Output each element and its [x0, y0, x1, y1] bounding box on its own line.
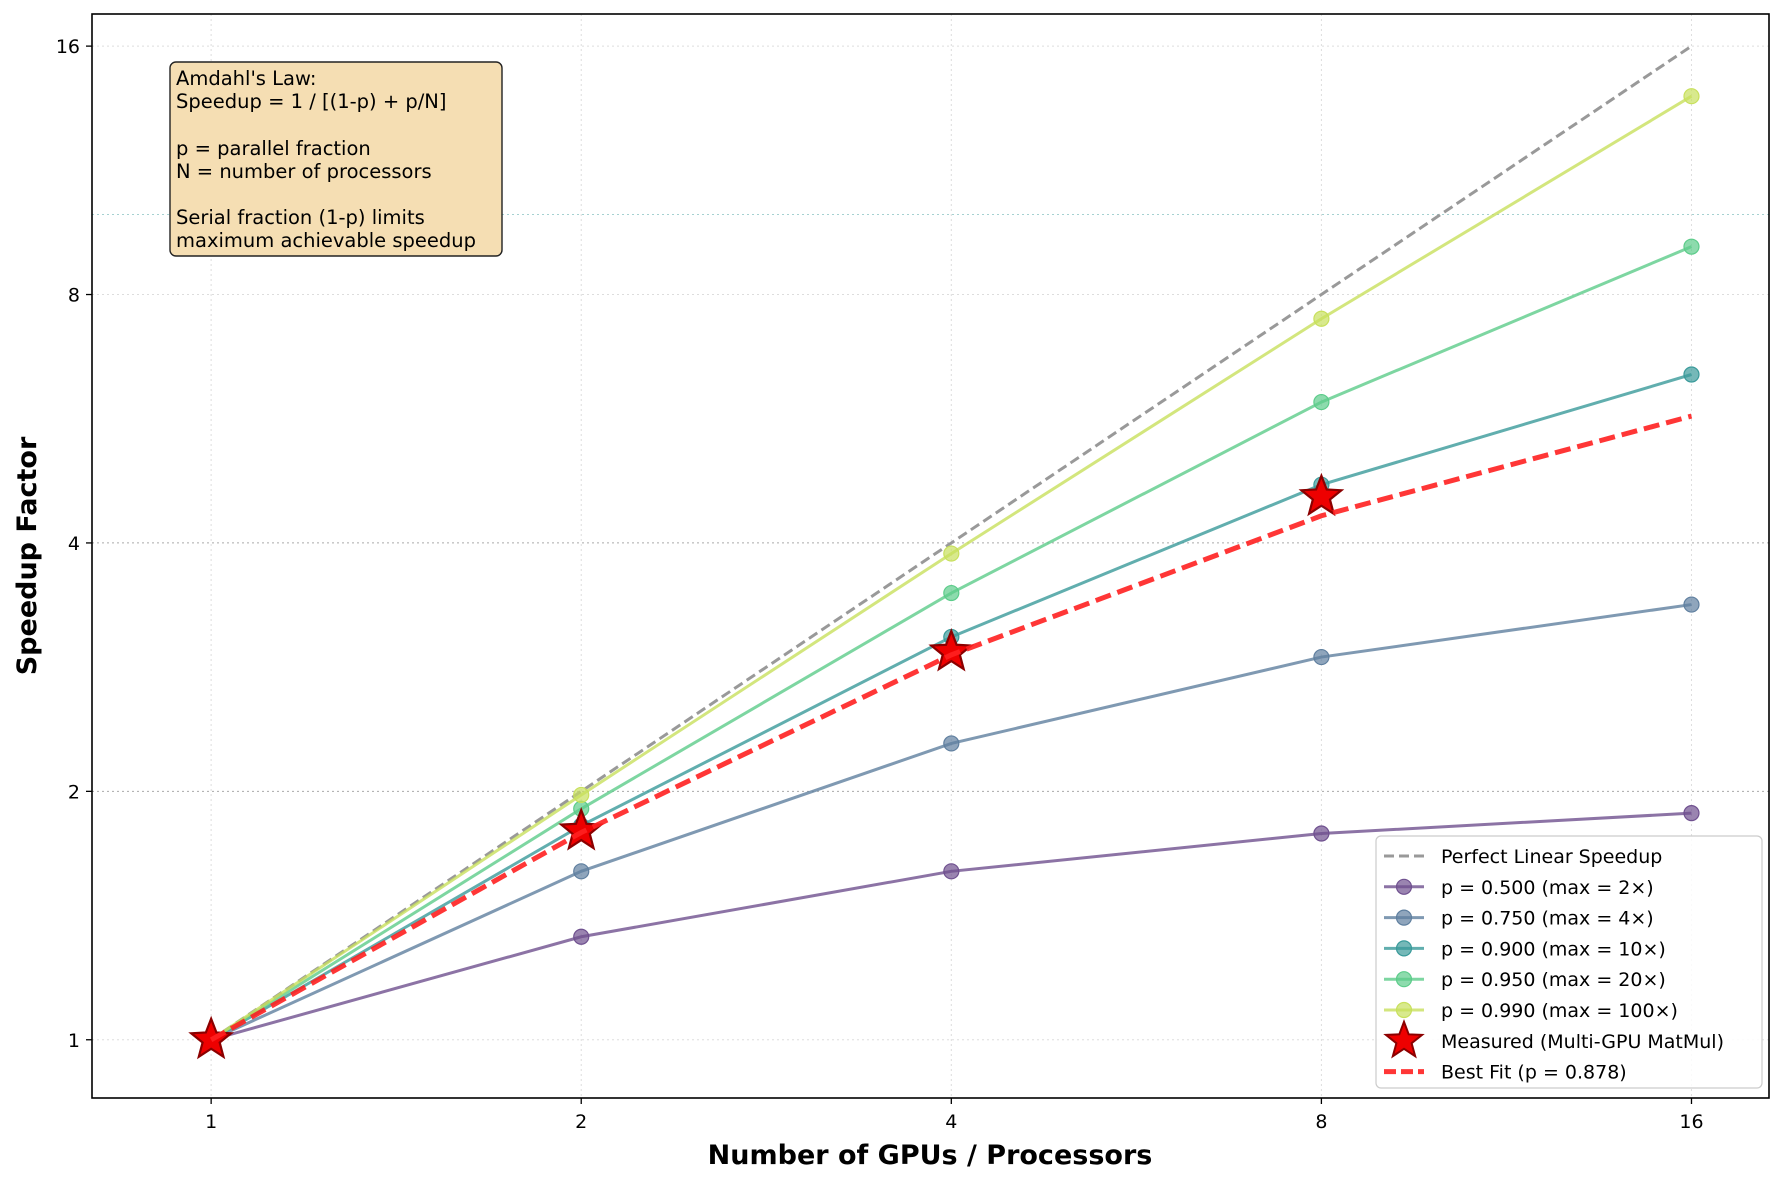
legend-swatch-star	[1383, 1018, 1425, 1059]
data-point-s3-4	[1683, 366, 1700, 383]
legend-swatch-marker-2	[1395, 909, 1413, 926]
legend-label-0: Perfect Linear Speedup	[1441, 846, 1662, 868]
legend-item-4: p = 0.950 (max = 20×)	[1384, 969, 1666, 991]
legend-label-1: p = 0.500 (max = 2×)	[1441, 877, 1654, 899]
legend-item-5: p = 0.990 (max = 100×)	[1384, 1000, 1678, 1022]
legend-item-0: Perfect Linear Speedup	[1384, 846, 1662, 868]
series-7	[209, 413, 1693, 1042]
x-tick-label-4: 4	[945, 1111, 957, 1133]
plot-frame	[91, 13, 1770, 1099]
data-point-s5-1	[573, 786, 590, 804]
legend-label-5: p = 0.990 (max = 100×)	[1441, 1000, 1678, 1022]
data-point-s5-2	[943, 545, 960, 562]
data-point-s2-2	[943, 735, 960, 752]
series-0	[210, 44, 1693, 1042]
data-point-s1-1	[573, 928, 590, 945]
annotation-line-7: Serial fraction (1-p) limits	[176, 206, 425, 229]
measured-star-3	[1298, 472, 1345, 517]
legend-item-3: p = 0.900 (max = 10×)	[1384, 938, 1666, 960]
x-tick-label-16: 16	[1679, 1111, 1703, 1133]
y-tick-label-8: 8	[68, 285, 80, 307]
legend-label-2: p = 0.750 (max = 4×)	[1441, 908, 1654, 930]
legend-swatch-marker-3	[1395, 940, 1413, 957]
legend-label-7: Best Fit (p = 0.878)	[1441, 1062, 1627, 1084]
data-point-s1-2	[943, 863, 960, 880]
measured-star-2	[928, 628, 975, 672]
legend-label-4: p = 0.950 (max = 20×)	[1441, 969, 1666, 991]
series-line-best-fit	[209, 413, 1693, 1042]
legend-item-7: Best Fit (p = 0.878)	[1384, 1062, 1627, 1084]
y-axis-title: Speedup Factor	[12, 436, 43, 675]
data-point-s2-1	[573, 863, 590, 880]
y-tick-label-1: 1	[68, 1030, 80, 1052]
axis-ticks: 1 2 4 8 16 1 2 4 8 16	[56, 36, 1704, 1133]
legend-swatch-marker-1	[1395, 878, 1413, 895]
legend-swatch-marker-5	[1395, 1001, 1413, 1019]
x-tick-label-8: 8	[1315, 1111, 1327, 1133]
annotation-line-2: Speedup = 1 / [(1-p) + p/N]	[176, 90, 447, 113]
annotation-box	[169, 61, 503, 257]
formula-annotation: Amdahl's Law: Speedup = 1 / [(1-p) + p/N…	[169, 61, 503, 257]
data-point-s4-4	[1683, 238, 1700, 255]
data-point-s4-3	[1313, 393, 1330, 411]
legend-box	[1375, 835, 1763, 1089]
series-1	[203, 805, 1700, 1048]
series-line-linear	[210, 44, 1693, 1042]
data-point-s2-3	[1313, 648, 1330, 666]
legend-label-6: Measured (Multi-GPU MatMul)	[1441, 1031, 1724, 1053]
annotation-line-4: p = parallel fraction	[176, 137, 371, 160]
y-tick-label-2: 2	[68, 781, 80, 803]
legend-label-3: p = 0.900 (max = 10×)	[1441, 938, 1666, 960]
data-point-s2-4	[1683, 596, 1700, 613]
x-tick-label-1: 1	[205, 1111, 217, 1133]
annotation-line-5: N = number of processors	[176, 160, 432, 183]
data-point-s4-2	[943, 584, 960, 602]
data-point-s1-3	[1313, 825, 1330, 842]
legend-item-2: p = 0.750 (max = 4×)	[1384, 908, 1654, 930]
x-tick-label-2: 2	[575, 1111, 587, 1133]
annotation-line-1: Amdahl's Law:	[176, 67, 316, 90]
series-layer	[188, 44, 1700, 1060]
y-tick-label-16: 16	[56, 36, 80, 58]
annotation-line-8: maximum achievable speedup	[176, 229, 476, 252]
legend-item-6: Measured (Multi-GPU MatMul)	[1383, 1018, 1724, 1059]
legend-item-1: p = 0.500 (max = 2×)	[1384, 877, 1654, 899]
data-point-s5-3	[1313, 310, 1330, 327]
y-tick-label-4: 4	[68, 533, 80, 555]
legend-items: Perfect Linear Speedup p = 0.500 (max = 2…	[1383, 846, 1724, 1084]
legend-swatch-marker-4	[1395, 971, 1413, 988]
data-point-s1-4	[1683, 805, 1700, 822]
data-point-s5-4	[1683, 88, 1700, 105]
legend: Perfect Linear Speedup p = 0.500 (max = 2…	[1375, 835, 1763, 1089]
x-axis-title: Number of GPUs / Processors	[708, 1140, 1153, 1171]
